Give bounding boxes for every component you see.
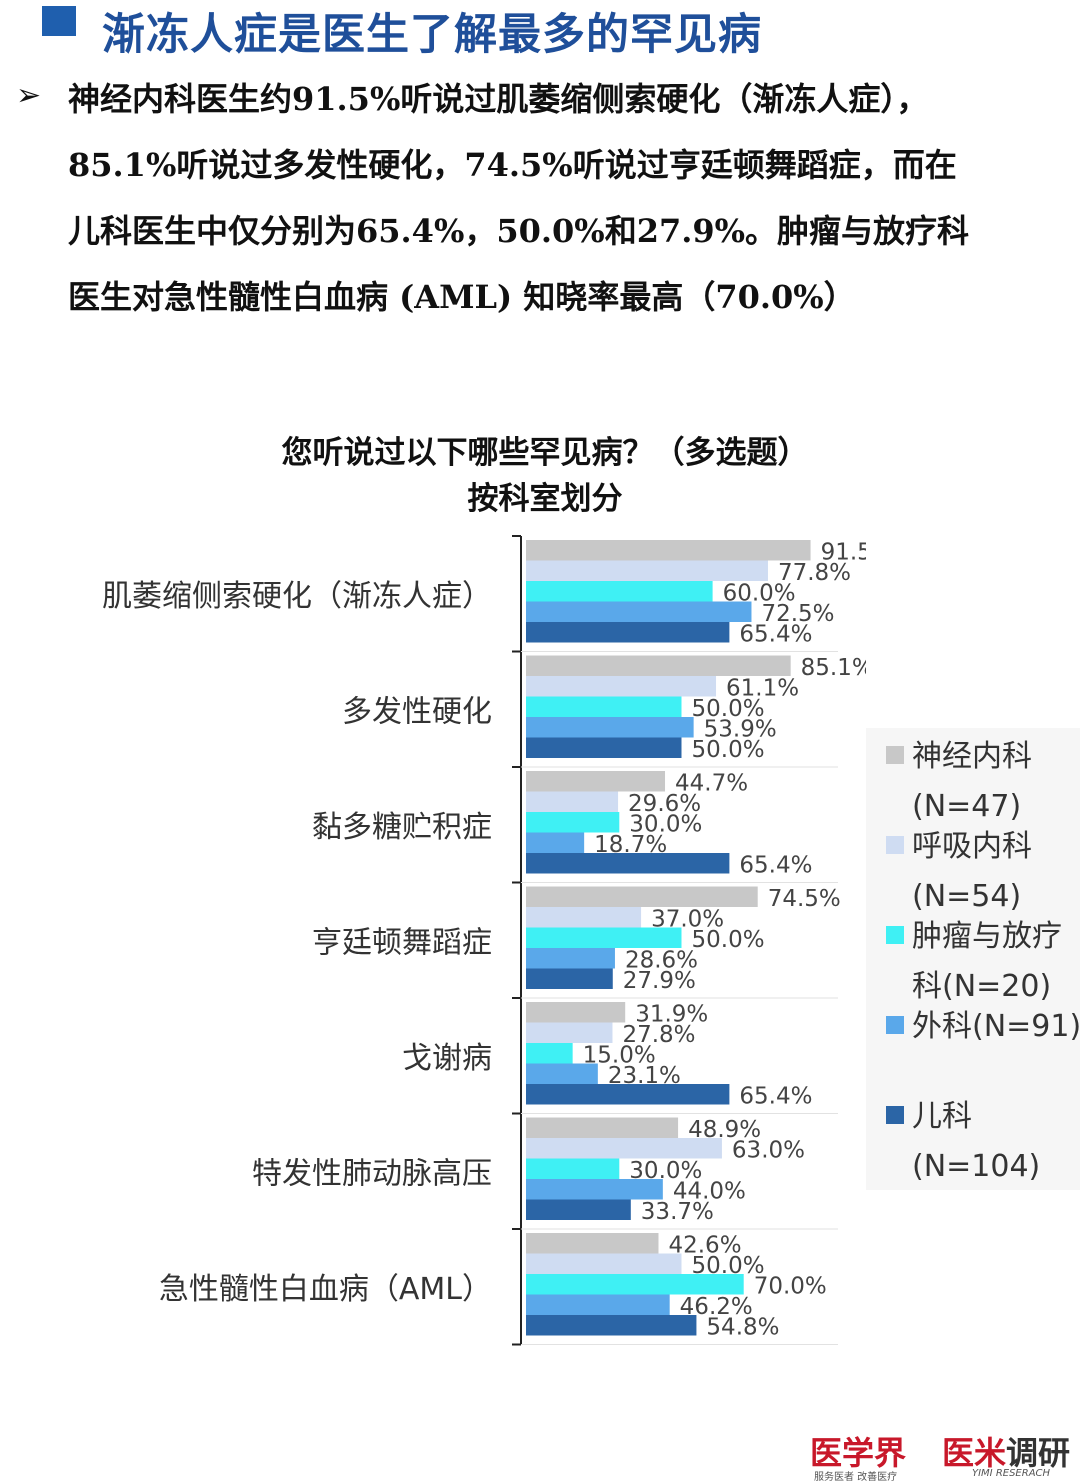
legend-swatch-icon	[886, 746, 904, 764]
data-label: 74.5%	[768, 886, 841, 912]
legend-label: 肿瘤与放疗 科(N=20)	[912, 919, 1062, 1004]
bar	[526, 853, 730, 874]
title-square-icon	[42, 6, 76, 36]
data-label: 27.9%	[623, 968, 696, 994]
yimi-research-logo: 医米调研	[942, 1434, 1071, 1472]
category-label: 肌萎缩侧索硬化（渐冻人症）	[102, 579, 492, 614]
summary-line-3: 儿科医生中仅分别为65.4%，50.0%和27.9%。肿瘤与放疗科	[68, 212, 970, 250]
bar	[526, 907, 642, 928]
data-label: 61.1%	[726, 676, 799, 702]
data-label: 65.4%	[739, 1084, 812, 1110]
bar	[526, 1199, 631, 1220]
bar	[526, 1117, 679, 1138]
data-label: 50.0%	[692, 737, 765, 763]
bar	[526, 1084, 730, 1105]
legend-label: 儿科 (N=104)	[912, 1099, 1041, 1184]
bar	[526, 737, 682, 758]
bar	[526, 655, 791, 676]
category-label: 急性髓性白血病（AML）	[159, 1272, 492, 1307]
bar-chart: 肌萎缩侧索硬化（渐冻人症）91.5%77.8%60.0%72.5%65.4%多发…	[102, 535, 866, 1346]
chart-title: 您听说过以下哪些罕见病？（多选题） 按科室划分	[230, 430, 860, 522]
data-label: 44.0%	[673, 1179, 746, 1205]
category-label: 戈谢病	[402, 1041, 492, 1076]
bar	[526, 1253, 682, 1274]
bar	[526, 696, 682, 717]
yixuejie-slogan: 服务医者 改善医疗	[814, 1472, 898, 1483]
bar	[526, 560, 768, 581]
bar	[526, 1179, 663, 1200]
summary-line-4: 医生对急性髓性白血病 (AML) 知晓率最高（70.0%）	[68, 278, 856, 316]
bar	[526, 886, 758, 907]
bullet-arrow-icon: ➢	[16, 78, 42, 113]
bar	[526, 601, 752, 622]
legend-swatch-icon	[886, 1016, 904, 1034]
bar	[526, 676, 717, 697]
legend-label: 外科(N=91)	[912, 1009, 1080, 1044]
data-label: 72.5%	[761, 601, 834, 627]
bar	[526, 1138, 722, 1159]
yixuejie-logo: 医学界	[810, 1434, 907, 1472]
data-label: 28.6%	[625, 948, 698, 974]
data-label: 65.4%	[739, 622, 812, 648]
slide-title: 渐冻人症是医生了解最多的罕见病	[102, 10, 762, 60]
bar	[526, 812, 620, 833]
data-label: 77.8%	[778, 560, 851, 586]
bar	[526, 1158, 620, 1179]
footer-logos: 医学界 服务医者 改善医疗 医米调研 YIMI RESERACH	[810, 1428, 1080, 1483]
legend-swatch-icon	[886, 836, 904, 854]
bar	[526, 771, 666, 792]
data-label: 50.0%	[692, 696, 765, 722]
data-label: 50.0%	[692, 927, 765, 953]
bar	[526, 717, 694, 738]
data-label: 65.4%	[739, 853, 812, 879]
bar	[526, 1294, 670, 1315]
bar	[526, 948, 615, 969]
bar	[526, 622, 730, 643]
chart-legend: 神经内科 (N=47) 呼吸内科 (N=54) 肿瘤与放疗 科(N=20) 外科…	[866, 728, 1080, 1190]
data-label: 54.8%	[706, 1315, 779, 1341]
chart-title-line-1: 您听说过以下哪些罕见病？（多选题）	[281, 435, 809, 471]
data-label: 27.8%	[622, 1022, 695, 1048]
chart-title-line-2: 按科室划分	[467, 481, 623, 517]
bar	[526, 968, 613, 989]
bar	[526, 1233, 659, 1254]
summary-text: 神经内科医生约91.5%听说过肌萎缩侧索硬化（渐冻人症）， 85.1%听说过多发…	[68, 66, 1043, 330]
legend-swatch-icon	[886, 926, 904, 944]
data-label: 70.0%	[754, 1274, 827, 1300]
category-label: 黏多糖贮积症	[312, 810, 492, 845]
bar	[526, 1315, 697, 1336]
bar	[526, 540, 811, 561]
bar	[526, 1022, 613, 1043]
data-label: 63.0%	[732, 1138, 805, 1164]
category-label: 亨廷顿舞蹈症	[312, 925, 492, 960]
legend-label: 呼吸内科 (N=54)	[912, 829, 1032, 914]
data-label: 33.7%	[641, 1199, 714, 1225]
data-label: 31.9%	[635, 1002, 708, 1028]
bar	[526, 1043, 573, 1064]
bar	[526, 832, 585, 853]
summary-line-1: 神经内科医生约91.5%听说过肌萎缩侧索硬化（渐冻人症），	[68, 80, 929, 118]
category-label: 特发性肺动脉高压	[252, 1156, 492, 1191]
bar	[526, 927, 682, 948]
legend-swatch-icon	[886, 1106, 904, 1124]
legend-label: 神经内科 (N=47)	[912, 739, 1032, 824]
summary-line-2: 85.1%听说过多发性硬化，74.5%听说过亨廷顿舞蹈症，而在	[68, 146, 957, 184]
data-label: 30.0%	[629, 812, 702, 838]
data-label: 44.7%	[675, 771, 748, 797]
data-label: 91.5%	[821, 540, 866, 566]
data-label: 53.9%	[704, 717, 777, 743]
yimi-research-subtitle: YIMI RESERACH	[972, 1468, 1051, 1479]
bar	[526, 1274, 744, 1295]
bar	[526, 1063, 598, 1084]
bar	[526, 1002, 626, 1023]
data-label: 85.1%	[801, 655, 866, 681]
bar	[526, 791, 619, 812]
category-label: 多发性硬化	[342, 694, 492, 729]
data-label: 29.6%	[628, 791, 701, 817]
bar	[526, 581, 713, 602]
